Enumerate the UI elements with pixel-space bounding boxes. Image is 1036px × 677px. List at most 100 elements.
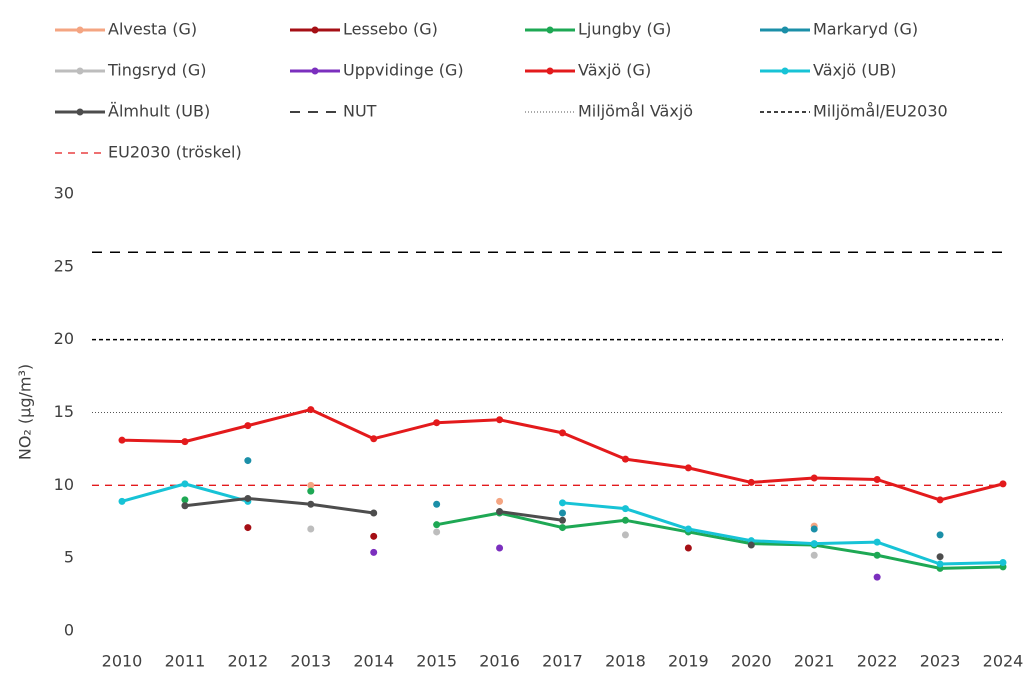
legend-label: Älmhult (UB) xyxy=(108,102,210,121)
data-point xyxy=(873,538,881,546)
data-point xyxy=(810,525,818,533)
series-line xyxy=(121,408,1004,502)
legend-marker xyxy=(781,67,789,75)
data-point xyxy=(496,544,504,552)
data-point xyxy=(936,560,944,568)
data-point xyxy=(559,509,566,517)
legend-marker xyxy=(311,67,319,75)
data-point xyxy=(181,502,189,510)
legend-label: EU2030 (tröskel) xyxy=(108,143,242,162)
data-point xyxy=(873,551,881,559)
data-point xyxy=(118,436,126,444)
legend-label: Växjö (UB) xyxy=(813,61,896,80)
x-tick-label: 2023 xyxy=(920,652,961,671)
data-point xyxy=(433,419,441,427)
legend-marker xyxy=(76,67,84,75)
legend-label: Markaryd (G) xyxy=(813,20,918,39)
data-point xyxy=(810,551,818,559)
x-tick-label: 2011 xyxy=(165,652,206,671)
data-point xyxy=(244,457,252,465)
y-axis-label: NO₂ (µg/m³) xyxy=(16,364,35,460)
series-line xyxy=(436,511,1004,570)
data-point xyxy=(307,525,315,533)
x-tick-label: 2012 xyxy=(227,652,268,671)
legend-label: Växjö (G) xyxy=(578,61,651,80)
data-point xyxy=(936,531,944,539)
data-point xyxy=(873,573,881,581)
legend-label: Miljömål/EU2030 xyxy=(813,102,948,121)
data-point xyxy=(810,540,818,548)
data-point xyxy=(559,516,566,524)
x-tick-label: 2020 xyxy=(731,652,772,671)
data-point xyxy=(433,500,441,508)
legend-label: Alvesta (G) xyxy=(108,20,197,39)
y-tick-label: 10 xyxy=(54,475,74,494)
data-point xyxy=(118,497,126,505)
data-point xyxy=(936,496,944,504)
data-point xyxy=(244,422,252,430)
data-point xyxy=(496,497,504,505)
data-point xyxy=(370,435,378,443)
data-point xyxy=(307,481,315,489)
legend-label: NUT xyxy=(343,102,377,121)
legend-label: Uppvidinge (G) xyxy=(343,61,464,80)
data-point xyxy=(433,521,441,529)
y-tick-label: 5 xyxy=(64,548,74,567)
data-point xyxy=(999,480,1007,488)
y-tick-label: 15 xyxy=(54,402,74,421)
legend-label: Miljömål Växjö xyxy=(578,102,693,121)
x-tick-label: 2019 xyxy=(668,652,709,671)
data-point xyxy=(244,494,252,502)
legend-label: Ljungby (G) xyxy=(578,20,671,39)
data-point xyxy=(747,541,755,549)
legend-marker xyxy=(76,26,84,34)
data-point xyxy=(559,429,566,437)
data-point xyxy=(496,416,504,424)
x-tick-label: 2016 xyxy=(479,652,520,671)
data-point xyxy=(999,559,1007,567)
data-point xyxy=(244,524,252,532)
data-point xyxy=(873,476,881,484)
x-tick-label: 2015 xyxy=(416,652,457,671)
data-point xyxy=(370,548,378,556)
data-point xyxy=(559,524,566,532)
data-point xyxy=(810,474,818,482)
data-point xyxy=(307,406,315,414)
data-point xyxy=(181,438,189,446)
x-tick-label: 2013 xyxy=(290,652,331,671)
x-tick-label: 2018 xyxy=(605,652,646,671)
data-point xyxy=(684,525,692,533)
legend-marker xyxy=(546,26,554,34)
data-point xyxy=(621,516,629,524)
data-point xyxy=(621,455,629,463)
x-tick-label: 2021 xyxy=(794,652,835,671)
data-point xyxy=(370,532,378,540)
data-point xyxy=(559,499,566,507)
y-tick-label: 25 xyxy=(54,256,74,275)
legend-marker xyxy=(311,26,319,34)
data-point xyxy=(496,508,504,516)
x-tick-label: 2010 xyxy=(102,652,143,671)
x-tick-label: 2017 xyxy=(542,652,583,671)
y-tick-label: 0 xyxy=(64,621,74,640)
legend-label: Tingsryd (G) xyxy=(107,61,207,80)
legend-marker xyxy=(76,108,84,116)
data-point xyxy=(621,505,629,513)
data-point xyxy=(433,528,441,536)
data-point xyxy=(684,544,692,552)
data-point xyxy=(747,478,755,486)
y-tick-label: 20 xyxy=(54,329,74,348)
data-point xyxy=(307,487,315,495)
series-line xyxy=(121,482,1004,566)
data-point xyxy=(181,480,189,488)
data-point xyxy=(181,496,189,504)
x-tick-label: 2024 xyxy=(983,652,1024,671)
legend-marker xyxy=(546,67,554,75)
data-point xyxy=(621,531,629,539)
data-point xyxy=(307,500,315,508)
legend-label: Lessebo (G) xyxy=(343,20,438,39)
y-tick-label: 30 xyxy=(54,184,74,203)
data-point xyxy=(936,553,944,561)
data-point xyxy=(684,464,692,472)
x-tick-label: 2014 xyxy=(353,652,394,671)
